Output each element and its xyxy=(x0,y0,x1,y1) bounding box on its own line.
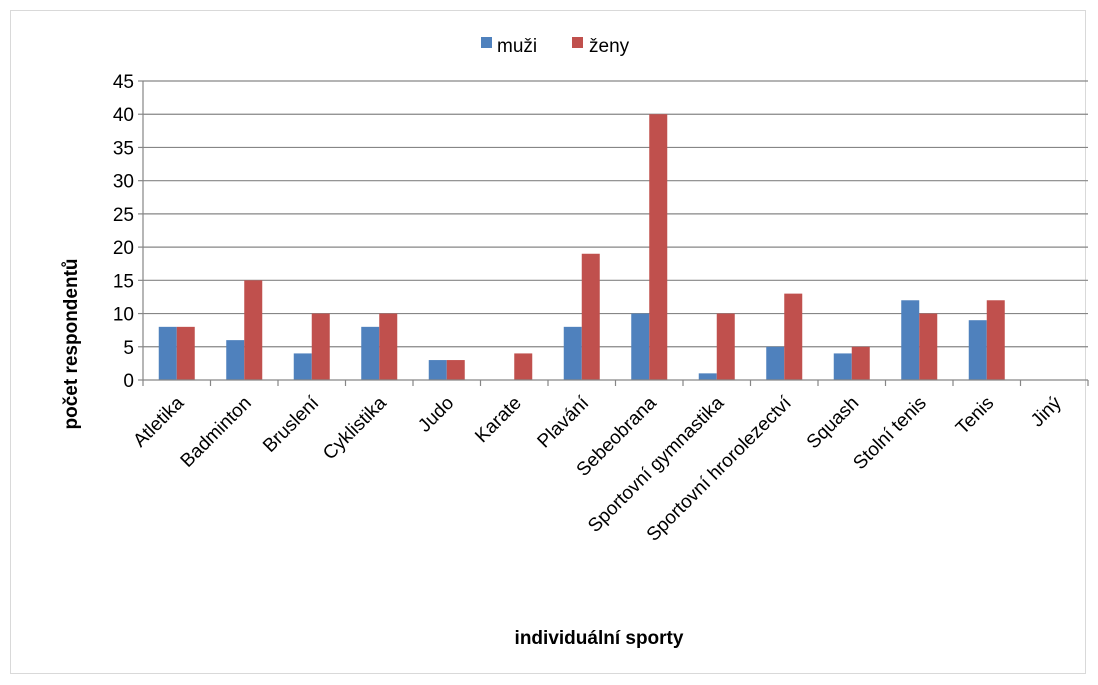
bar-muzi xyxy=(631,313,650,380)
y-tick-label: 15 xyxy=(113,271,134,292)
legend-label-zeny: ženy xyxy=(589,36,630,57)
bar-zeny xyxy=(649,114,668,380)
y-tick-label: 45 xyxy=(113,72,134,93)
bar-muzi xyxy=(226,340,245,380)
legend-swatch-zeny xyxy=(572,37,583,48)
x-tick-label: Bruslení xyxy=(259,392,324,457)
x-tick-label: Plavání xyxy=(534,392,594,452)
bars xyxy=(158,114,1005,380)
y-tick-label: 25 xyxy=(113,205,134,226)
bar-zeny xyxy=(784,293,803,380)
bar-zeny xyxy=(919,313,938,380)
x-tick-label: Atletika xyxy=(129,392,188,451)
bar-muzi xyxy=(158,326,177,380)
bar-muzi xyxy=(293,353,312,380)
bar-zeny xyxy=(244,280,263,380)
y-tick-labels: 0 5 10 15 20 25 30 35 40 45 xyxy=(113,72,134,392)
bar-zeny xyxy=(379,313,398,380)
y-tick-label: 10 xyxy=(113,305,134,326)
axes xyxy=(138,80,1089,386)
y-tick-label: 30 xyxy=(113,172,134,193)
bar-muzi xyxy=(361,326,380,380)
x-tick-label: Stolní tenis xyxy=(849,393,930,474)
bar-zeny xyxy=(514,353,533,380)
x-tick-label: Judo xyxy=(414,393,458,437)
bar-muzi xyxy=(698,373,717,380)
y-tick-label: 0 xyxy=(123,371,134,392)
y-axis-title: počet respondentů xyxy=(61,258,82,429)
bar-muzi xyxy=(833,353,852,380)
gridlines xyxy=(143,80,1088,348)
bar-zeny xyxy=(986,300,1005,380)
bar-zeny xyxy=(851,346,870,380)
bar-zeny xyxy=(446,360,465,380)
bar-zeny xyxy=(581,253,600,380)
x-tick-label: Karate xyxy=(471,393,525,447)
y-tick-label: 35 xyxy=(113,138,134,159)
y-tick-label: 5 xyxy=(123,338,134,359)
legend-swatch-muzi xyxy=(481,37,492,48)
bar-muzi xyxy=(901,300,920,380)
y-tick-label: 40 xyxy=(113,105,134,126)
x-axis-title: individuální sporty xyxy=(515,628,684,649)
bar-zeny xyxy=(311,313,330,380)
x-tick-label: Sportovní gymnastika xyxy=(584,392,728,536)
bar-muzi xyxy=(563,326,582,380)
x-tick-label: Badminton xyxy=(177,393,256,472)
bar-muzi xyxy=(766,346,785,380)
x-tick-label: Jiný xyxy=(1027,392,1066,431)
bar-muzi xyxy=(968,320,987,380)
x-tick-label: Squash xyxy=(803,393,863,453)
y-tick-label: 20 xyxy=(113,238,134,259)
legend-label-muzi: muži xyxy=(497,36,537,57)
bar-zeny xyxy=(176,326,195,380)
x-tick-label: Cyklistika xyxy=(319,392,391,464)
bar-zeny xyxy=(716,313,735,380)
bar-muzi xyxy=(428,360,447,380)
x-tick-label: Tenis xyxy=(952,393,998,439)
legend: muži ženy xyxy=(481,36,630,57)
